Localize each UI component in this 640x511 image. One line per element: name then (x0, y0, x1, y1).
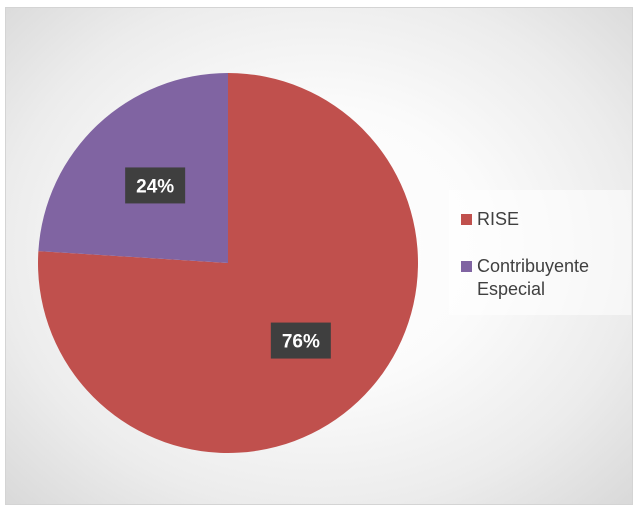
legend-swatch-rise (461, 214, 472, 225)
legend-label-contribuyente-especial: Contribuyente Especial (477, 256, 590, 299)
data-label-contribuyente-especial: 24% (125, 167, 186, 204)
data-label-background (125, 167, 186, 204)
legend: RISE Contribuyente Especial (449, 190, 631, 315)
chart-area: 76% 24% RISE Contribuyente Especial (5, 7, 633, 505)
pie-chart: 76% 24% (38, 73, 418, 453)
legend-item-contribuyente-especial: Contribuyente Especial (461, 255, 631, 301)
legend-label-rise: RISE (477, 209, 520, 229)
legend-item-rise: RISE (461, 208, 631, 231)
data-label-text: 24% (136, 176, 174, 197)
data-label-background (270, 322, 331, 359)
data-label-text: 76% (282, 332, 320, 353)
data-label-rise: 76% (270, 322, 331, 359)
legend-swatch-contribuyente-especial (461, 261, 472, 272)
